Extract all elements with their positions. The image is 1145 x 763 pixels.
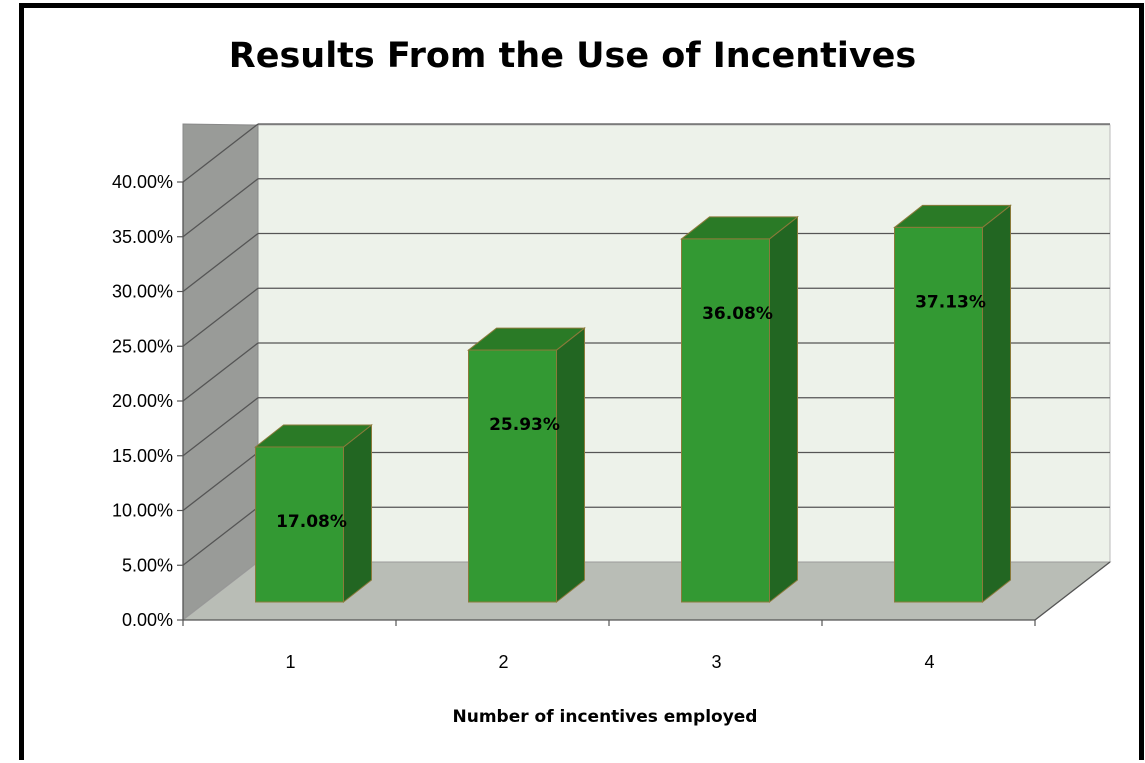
data-labels: 17.08% 25.93% 36.08% 37.13%	[276, 292, 986, 532]
gridline-side	[182, 123, 259, 183]
bar-side	[982, 204, 1011, 604]
bar-front	[894, 226, 983, 603]
bars	[254, 204, 1012, 604]
tick-labels: 0.00% 5.00% 10.00% 15.00% 20.00% 25.00% 30.00%…	[112, 172, 935, 672]
bar-front	[681, 238, 770, 603]
x-axis-label: Number of incentives employed	[453, 707, 758, 727]
data-label: 36.08%	[702, 304, 773, 324]
x-tick-label: 3	[711, 652, 721, 672]
chart-title: Results From the Use of Incentives	[228, 36, 917, 76]
bar	[893, 204, 1012, 604]
axes	[177, 181, 1111, 626]
gridline-side	[182, 451, 259, 512]
gridline-side	[182, 287, 259, 347]
y-tick-label: 35.00%	[112, 227, 173, 247]
y-tick-label: 30.00%	[112, 282, 173, 302]
bar	[680, 215, 799, 604]
gridline-side	[182, 178, 259, 238]
y-tick-label: 25.00%	[112, 336, 173, 356]
gridline-side	[182, 342, 259, 402]
gridline-side	[182, 506, 259, 566]
bar-side	[343, 423, 372, 604]
y-tick-label: 0.00%	[122, 610, 173, 630]
bar	[467, 327, 586, 604]
x-tick-label: 1	[285, 652, 295, 672]
bar-front	[468, 349, 557, 603]
bar-side	[769, 215, 798, 604]
y-tick-label: 40.00%	[112, 172, 173, 192]
x-tick-label: 2	[498, 652, 508, 672]
data-label: 17.08%	[276, 512, 347, 532]
y-tick-label: 10.00%	[112, 501, 173, 521]
data-label: 25.93%	[489, 415, 560, 435]
y-tick-label: 20.00%	[112, 391, 173, 411]
y-tick-label: 5.00%	[122, 555, 173, 575]
data-label: 37.13%	[915, 292, 986, 312]
bar-side	[556, 327, 585, 604]
gridline-side	[182, 397, 259, 457]
y-tick-label: 15.00%	[112, 446, 173, 466]
gridline-side	[182, 232, 259, 293]
floor-edge	[1034, 561, 1111, 621]
bar	[254, 423, 373, 604]
x-tick-label: 4	[924, 652, 934, 672]
bar-front	[255, 446, 344, 603]
